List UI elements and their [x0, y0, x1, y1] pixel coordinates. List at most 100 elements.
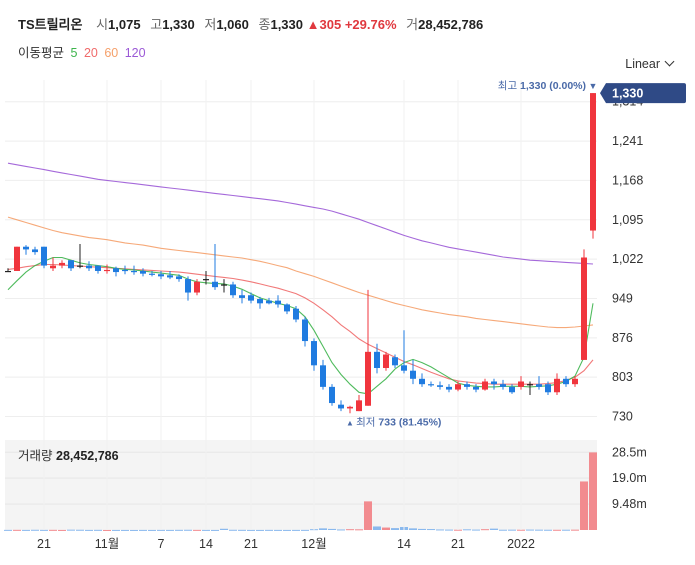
candle-body: [149, 273, 155, 275]
candle: [509, 384, 515, 394]
ma-5-line: [7, 256, 594, 395]
candle: [320, 359, 326, 390]
candle: [131, 265, 137, 275]
volume-bar: [247, 529, 255, 531]
candle: [482, 378, 488, 391]
volume-bar: [517, 529, 525, 531]
candle: [41, 246, 47, 269]
candle-body: [284, 304, 290, 312]
candle: [500, 379, 506, 390]
time-tick-label: 14: [397, 537, 411, 551]
candle-body: [338, 404, 344, 409]
volume-bar: [112, 529, 120, 531]
moving-averages: [7, 162, 594, 395]
ma-120-line: [7, 162, 594, 265]
candle: [374, 343, 380, 374]
candle: [527, 381, 533, 395]
candle: [140, 268, 146, 277]
candle: [122, 265, 128, 275]
candle-body: [176, 276, 182, 280]
price-grid: [5, 101, 597, 418]
candle-body: [527, 384, 533, 386]
candle-body: [248, 295, 254, 301]
change-value: 305: [319, 17, 342, 32]
volume-bar: [535, 529, 543, 531]
candle-body: [320, 365, 326, 387]
scale-selector[interactable]: Linear: [625, 56, 675, 71]
volume-bar: [31, 529, 39, 531]
candle: [77, 244, 83, 269]
candle: [383, 351, 389, 371]
candle-body: [365, 351, 371, 406]
price-tick-label: 949: [612, 291, 633, 305]
candle: [590, 93, 596, 239]
scale-selector-label: Linear: [625, 57, 660, 71]
candle: [365, 289, 371, 406]
ma-20-label[interactable]: 20: [83, 46, 98, 60]
volume-bar: [220, 528, 228, 530]
candle: [167, 270, 173, 280]
volume-bar: [301, 529, 309, 531]
candle-body: [419, 378, 425, 385]
volume-bar: [49, 529, 57, 531]
volume-tick-label: 28.5m: [612, 445, 647, 459]
candle-body: [572, 378, 578, 385]
candle: [473, 384, 479, 393]
candle-body: [581, 257, 587, 360]
volume-bar: [319, 528, 327, 530]
volume-bar: [211, 529, 219, 531]
volume-bar: [490, 528, 498, 530]
candle-body: [266, 300, 272, 304]
candle-body: [185, 279, 191, 293]
price-tick-label: 730: [612, 410, 633, 424]
candle-body: [230, 284, 236, 296]
ma-120-label[interactable]: 120: [124, 46, 146, 60]
candle-body: [311, 341, 317, 366]
volume-bar: [67, 529, 75, 531]
candle-body: [257, 299, 263, 304]
volume-bar: [202, 529, 210, 531]
volume-bar: [508, 529, 516, 531]
candle: [563, 376, 569, 387]
ma-5-label[interactable]: 5: [70, 46, 78, 60]
open-label: 시: [96, 17, 109, 32]
candle: [545, 381, 551, 395]
volume-label: 거: [406, 17, 419, 32]
volume-bar: [274, 529, 282, 531]
volume-bar: [292, 529, 300, 531]
volume-bar: [589, 452, 597, 530]
volume-bar: [409, 528, 417, 530]
candle: [437, 381, 443, 390]
candle-body: [536, 384, 542, 387]
candle-body: [545, 384, 551, 393]
candle-body: [239, 295, 245, 298]
candle: [113, 266, 119, 277]
candle: [293, 306, 299, 323]
candle-body: [59, 262, 65, 266]
min-annotation: ▲ 최저 733 (81.45%): [346, 416, 441, 428]
volume-bar: [571, 529, 579, 531]
volume-tick-label: 19.0m: [612, 471, 647, 485]
candle: [194, 279, 200, 296]
candle-body: [446, 386, 452, 390]
volume-bar: [265, 529, 273, 531]
time-tick-label: 12월: [301, 537, 326, 551]
volume-panel-label: 거래량 28,452,786: [18, 445, 119, 464]
candle: [284, 303, 290, 315]
candle: [158, 270, 164, 280]
candle: [257, 296, 263, 309]
candle-body: [302, 319, 308, 342]
ma-60-label[interactable]: 60: [104, 46, 119, 60]
price-tick-label: 1,095: [612, 213, 643, 227]
open-value: 1,075: [108, 17, 141, 32]
candle-body: [32, 249, 38, 253]
volume-bar: [436, 529, 444, 531]
volume-bar: [355, 529, 363, 531]
volume-bar: [526, 529, 534, 531]
volume-bar: [139, 529, 147, 531]
candle-body: [347, 406, 353, 409]
volume-bar: [13, 529, 21, 531]
candle-body: [500, 384, 506, 387]
